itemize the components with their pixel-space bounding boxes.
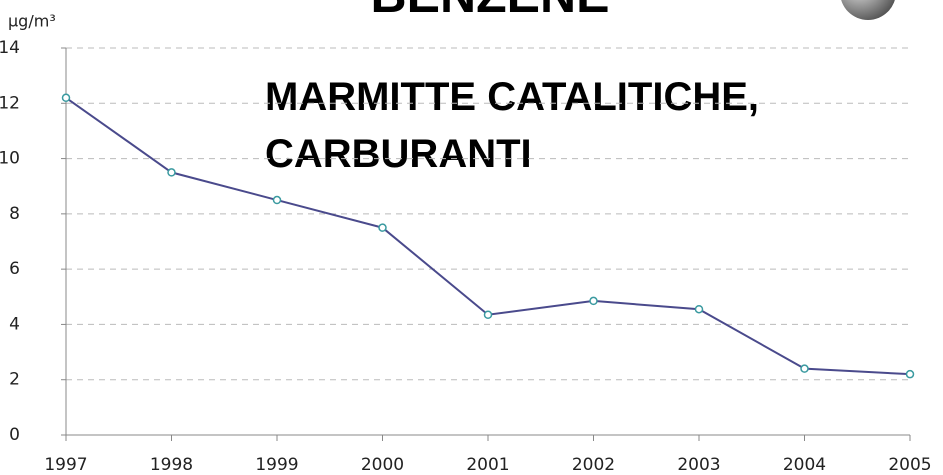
annotation: MARMITTE CATALITICHE, xyxy=(265,75,759,119)
marker xyxy=(694,304,704,314)
x-tick-label: 1998 xyxy=(150,455,193,475)
y-tick-label: 14 xyxy=(0,38,20,58)
annotation: CARBURANTI xyxy=(265,132,532,176)
marker xyxy=(905,369,915,379)
marker xyxy=(589,296,598,306)
x-tick-label: 2000 xyxy=(361,455,404,475)
y-tick-label: 2 xyxy=(9,370,20,390)
x-tick-label: 2003 xyxy=(677,455,720,475)
y-tick-label: 10 xyxy=(0,149,20,169)
y-axis-label: µg/m³ xyxy=(8,12,56,31)
y-tick-label: 12 xyxy=(0,93,20,113)
y-tick-label: 6 xyxy=(9,259,20,279)
y-tick-label: 0 xyxy=(9,425,20,445)
marker xyxy=(61,93,71,103)
marker xyxy=(167,168,176,177)
decoration xyxy=(841,0,895,20)
x-tick-label: 1997 xyxy=(44,455,87,475)
x-tick-label: 2005 xyxy=(888,455,931,475)
x-tick-label: 2001 xyxy=(466,455,509,475)
y-tick-label: 4 xyxy=(9,314,20,334)
marker xyxy=(378,223,387,232)
marker xyxy=(272,195,282,205)
chart-title: BENZENE xyxy=(371,0,610,23)
x-tick-label: 2002 xyxy=(572,455,615,475)
marker xyxy=(800,364,809,373)
marker xyxy=(483,310,493,320)
y-tick-label: 8 xyxy=(9,204,20,224)
x-tick-label: 2004 xyxy=(783,455,826,475)
x-tick-label: 1999 xyxy=(255,455,298,475)
